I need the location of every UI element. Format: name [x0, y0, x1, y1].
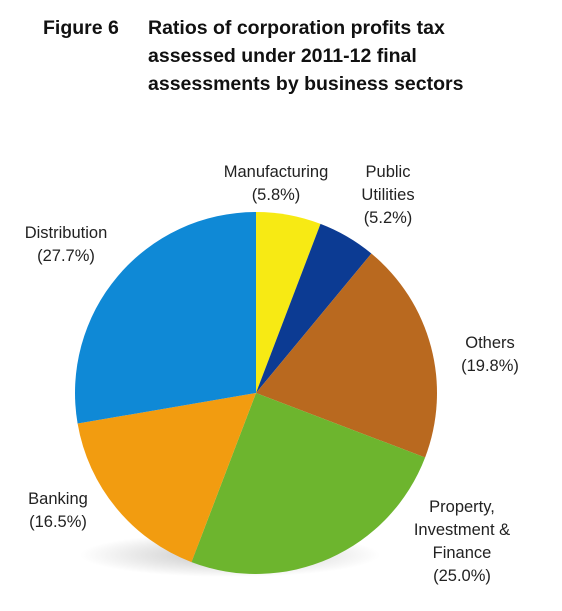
chart-title: Ratios of corporation profits tax assess…: [148, 17, 464, 95]
figure-label: Figure 6: [43, 17, 119, 39]
category-label: Others: [465, 334, 515, 352]
slice-label: Distribution (27.7%): [6, 222, 126, 268]
pie-slice: [77, 393, 256, 563]
value-label: (27.7%): [37, 247, 95, 265]
value-label: (16.5%): [29, 513, 87, 531]
value-label: (25.0%): [433, 567, 491, 585]
slice-label: Others (19.8%): [445, 332, 535, 378]
pie-slice: [74, 211, 256, 424]
slice-label: Public Utilities (5.2%): [348, 161, 428, 230]
slice-label: Manufacturing (5.8%): [206, 161, 346, 207]
category-label: Public Utilities: [361, 163, 415, 204]
category-label: Banking: [28, 490, 88, 508]
category-label: Property, Investment & Finance: [413, 498, 511, 562]
category-label: Distribution: [24, 224, 108, 242]
pie-slice: [256, 223, 372, 393]
category-label: Manufacturing: [223, 163, 329, 181]
slice-label: Property, Investment & Finance (25.0%): [400, 496, 525, 588]
value-label: (5.2%): [363, 209, 413, 227]
value-label: (5.8%): [251, 186, 301, 204]
pie-slice: [256, 253, 437, 458]
value-label: (19.8%): [461, 357, 519, 375]
pie-slice: [191, 393, 426, 574]
pie-slice: [256, 212, 321, 393]
slice-label: Banking (16.5%): [8, 488, 108, 534]
